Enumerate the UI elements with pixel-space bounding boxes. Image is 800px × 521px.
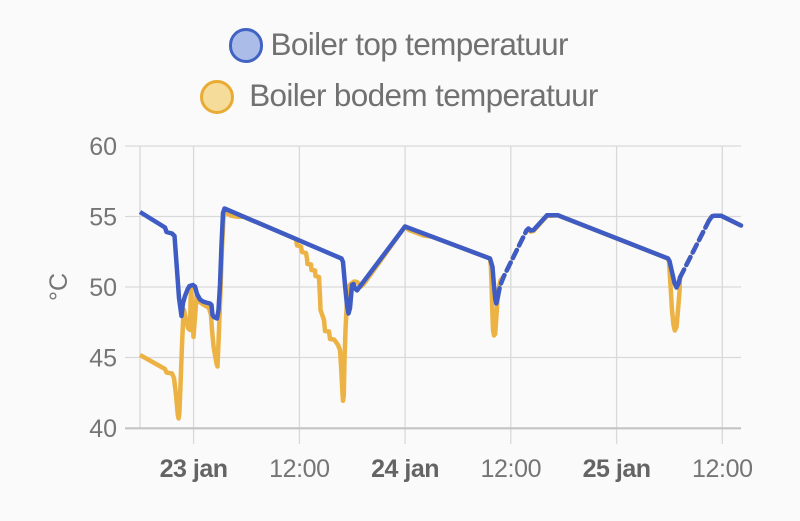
svg-text:45: 45: [89, 345, 117, 373]
svg-text:°C: °C: [45, 273, 73, 301]
svg-text:60: 60: [89, 133, 117, 161]
svg-text:50: 50: [89, 274, 117, 302]
svg-text:12:00: 12:00: [481, 455, 542, 483]
svg-text:12:00: 12:00: [692, 455, 753, 483]
svg-text:24 jan: 24 jan: [371, 455, 439, 483]
svg-text:12:00: 12:00: [269, 455, 330, 483]
svg-text:40: 40: [89, 415, 117, 443]
svg-text:55: 55: [89, 204, 117, 232]
svg-text:23 jan: 23 jan: [160, 455, 228, 483]
svg-text:25 jan: 25 jan: [583, 455, 651, 483]
